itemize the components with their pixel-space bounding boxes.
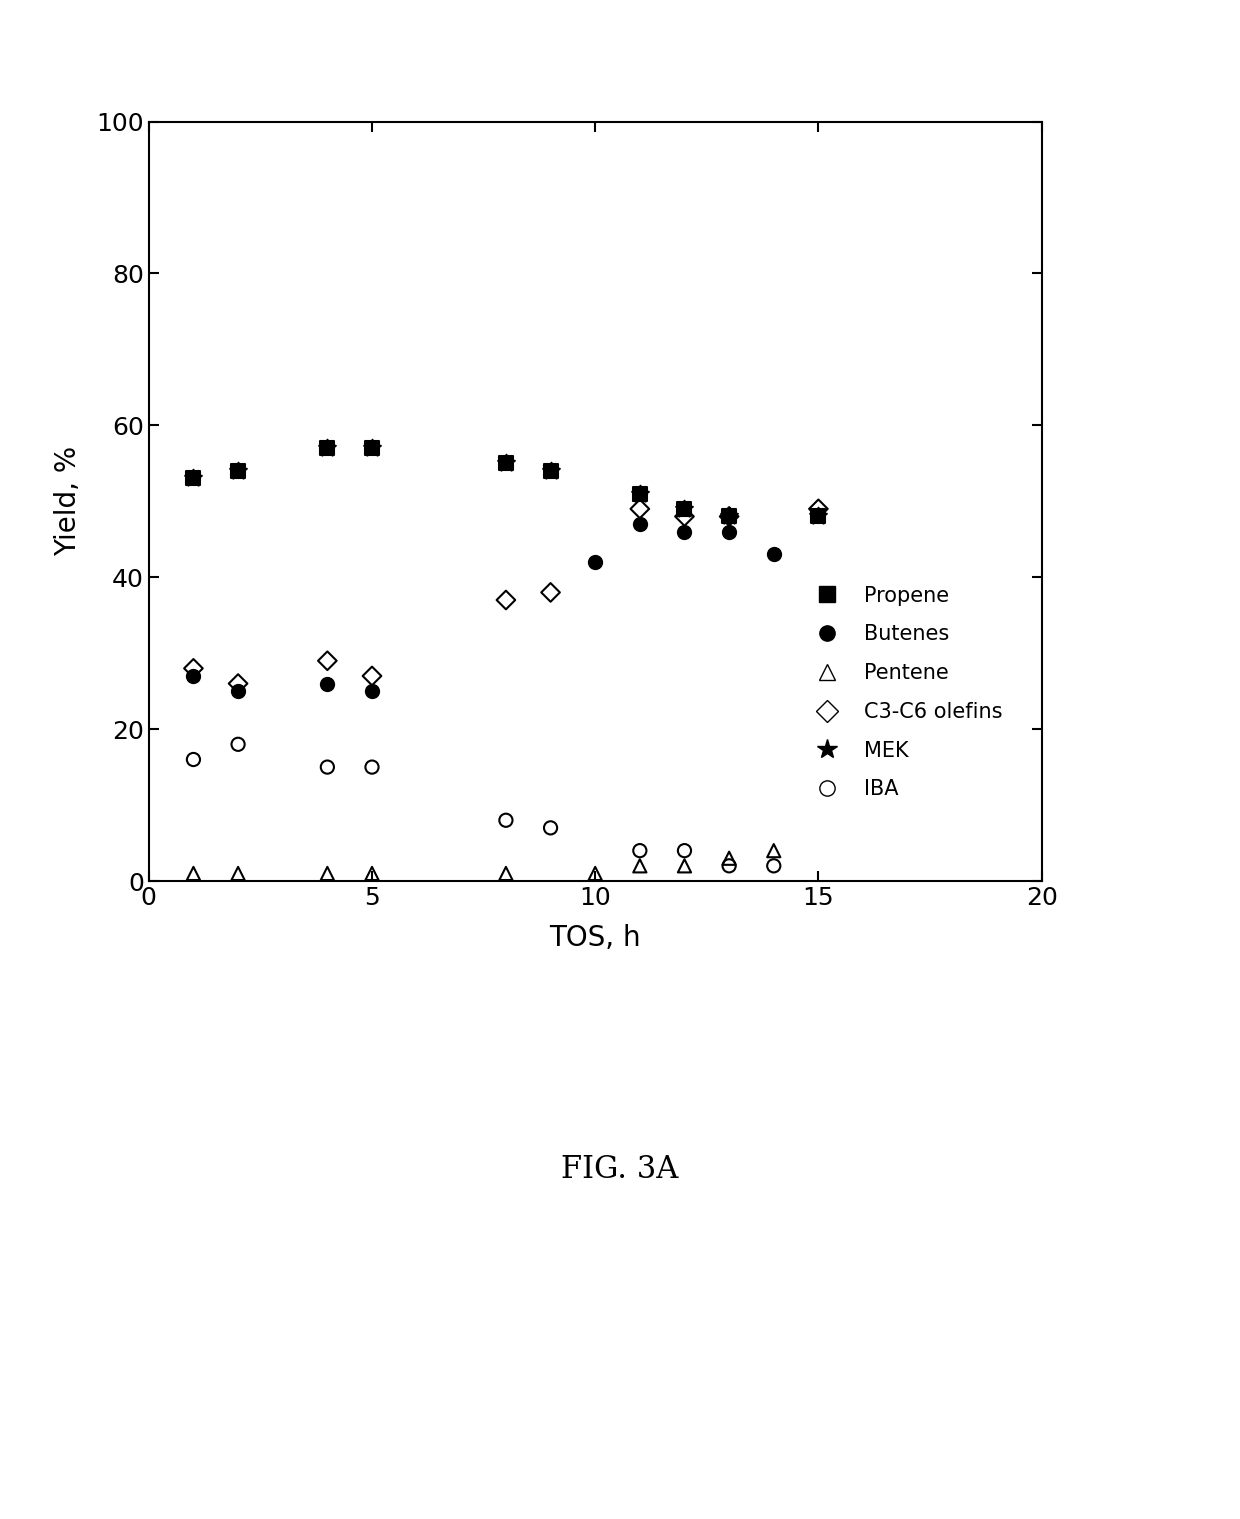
Point [496, 861, 516, 886]
Point [585, 861, 605, 886]
Point [675, 497, 694, 521]
Point [496, 588, 516, 612]
Point [184, 747, 203, 772]
Point [541, 459, 560, 483]
Point [496, 808, 516, 832]
Point [630, 482, 650, 506]
Point [184, 664, 203, 688]
Point [362, 755, 382, 779]
Point [184, 466, 203, 491]
Point [764, 542, 784, 567]
Point [496, 451, 516, 475]
Y-axis label: Yield, %: Yield, % [55, 447, 82, 556]
Point [317, 436, 337, 460]
Point [317, 436, 337, 460]
Point [362, 436, 382, 460]
Point [630, 497, 650, 521]
Point [719, 504, 739, 529]
Point [228, 671, 248, 696]
Point [317, 861, 337, 886]
Point [228, 459, 248, 483]
Point [764, 854, 784, 878]
Point [719, 854, 739, 878]
Point [808, 504, 828, 529]
Point [719, 519, 739, 544]
Point [362, 679, 382, 703]
Point [362, 664, 382, 688]
Text: FIG. 3A: FIG. 3A [562, 1154, 678, 1185]
Point [764, 838, 784, 863]
Point [808, 497, 828, 521]
Point [541, 459, 560, 483]
Point [719, 846, 739, 870]
Point [675, 854, 694, 878]
Point [719, 504, 739, 529]
Point [317, 649, 337, 673]
Point [317, 671, 337, 696]
Point [228, 459, 248, 483]
Point [630, 512, 650, 536]
Point [496, 451, 516, 475]
Point [675, 838, 694, 863]
Point [630, 482, 650, 506]
Point [184, 861, 203, 886]
Point [228, 861, 248, 886]
Point [317, 755, 337, 779]
Point [184, 656, 203, 681]
Point [808, 504, 828, 529]
Point [675, 497, 694, 521]
Point [675, 519, 694, 544]
Point [228, 679, 248, 703]
Point [228, 732, 248, 756]
Point [675, 504, 694, 529]
Point [541, 580, 560, 605]
Legend: Propene, Butenes, Pentene, C3-C6 olefins, MEK, IBA: Propene, Butenes, Pentene, C3-C6 olefins… [796, 576, 1013, 810]
Point [541, 816, 560, 840]
Point [184, 466, 203, 491]
Point [362, 861, 382, 886]
Point [585, 550, 605, 574]
Point [719, 504, 739, 529]
Point [630, 854, 650, 878]
Point [362, 436, 382, 460]
Point [630, 838, 650, 863]
X-axis label: TOS, h: TOS, h [549, 924, 641, 952]
